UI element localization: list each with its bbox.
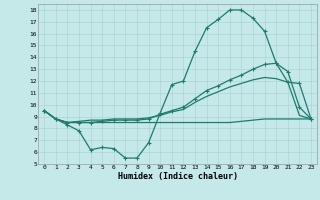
X-axis label: Humidex (Indice chaleur): Humidex (Indice chaleur) — [118, 172, 238, 181]
